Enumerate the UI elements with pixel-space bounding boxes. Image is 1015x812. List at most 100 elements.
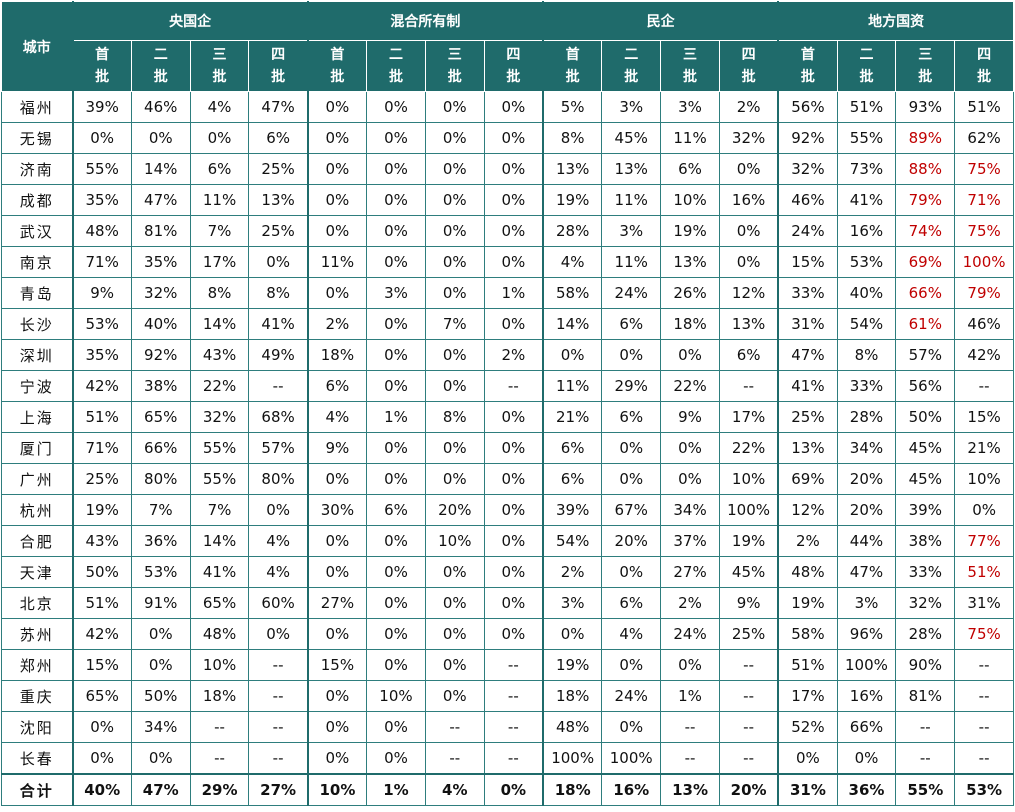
- value-cell: 0%: [248, 246, 309, 278]
- value-cell: 9%: [306, 432, 368, 464]
- value-cell: 31%: [777, 773, 838, 806]
- value-cell: 10%: [424, 525, 485, 557]
- sub-header-text: 三批: [447, 47, 462, 85]
- table-row: 济南 55% 14% 6% 25% 0% 0% 0% 0% 13% 13% 6% 0% 32% 73% 88%…: [1, 153, 1014, 185]
- value-cell: 80%: [248, 463, 309, 495]
- city-cell: 合计: [1, 773, 73, 806]
- value-cell: 0%: [424, 370, 485, 402]
- value-cell: 49%: [248, 339, 309, 371]
- value-cell: 20%: [836, 463, 897, 495]
- value-cell: 2%: [660, 587, 720, 619]
- value-cell: 0%: [306, 711, 368, 743]
- value-cell: 34%: [660, 494, 720, 526]
- table-row: 苏州 42% 0% 48% 0% 0% 0% 0% 0% 0% 4% 24% 25% 58% 96% 28% 7…: [1, 618, 1014, 650]
- value-cell: 47%: [777, 339, 838, 371]
- value-cell: 25%: [248, 215, 309, 247]
- value-cell: 0%: [483, 618, 544, 650]
- value-cell: 88%: [895, 153, 956, 185]
- value-cell: --: [189, 711, 250, 743]
- value-cell: 25%: [71, 463, 132, 495]
- value-cell: --: [954, 370, 1014, 402]
- value-cell: 0%: [306, 91, 368, 123]
- value-cell: 45%: [718, 556, 779, 588]
- value-cell: 6%: [601, 308, 662, 340]
- value-cell: 47%: [836, 556, 897, 588]
- value-cell: 71%: [71, 246, 132, 278]
- value-cell: 3%: [601, 91, 662, 123]
- value-cell: 80%: [130, 463, 191, 495]
- value-cell: 13%: [660, 773, 720, 806]
- value-cell: 0%: [130, 742, 191, 775]
- value-cell: 60%: [248, 587, 309, 619]
- value-cell: 17%: [189, 246, 250, 278]
- value-cell: 8%: [248, 277, 309, 309]
- value-cell: 4%: [248, 525, 309, 557]
- sub-header-text: 首批: [800, 47, 815, 85]
- value-cell: 8%: [542, 122, 603, 154]
- value-cell: 0%: [660, 432, 720, 464]
- value-cell: 51%: [954, 556, 1014, 588]
- value-cell: 50%: [895, 401, 956, 433]
- sub-header-text: 二批: [624, 47, 639, 85]
- sub-header: 三批: [660, 40, 720, 92]
- value-cell: 1%: [366, 401, 426, 433]
- value-cell: 16%: [718, 184, 779, 216]
- table-row: 武汉 48% 81% 7% 25% 0% 0% 0% 0% 28% 3% 19% 0% 24% 16% 74%…: [1, 215, 1014, 247]
- value-cell: --: [718, 742, 779, 775]
- value-cell: 13%: [601, 153, 662, 185]
- value-cell: 53%: [71, 308, 132, 340]
- value-cell: 7%: [189, 215, 250, 247]
- value-cell: 4%: [601, 618, 662, 650]
- city-cell: 上海: [1, 401, 73, 433]
- value-cell: --: [718, 370, 779, 402]
- subheader-row: 首批 二批 三批 四批 首批 二批 三批 四批 首批 二批 三批 四批 首批 二批 三批 四批: [2, 40, 1014, 92]
- value-cell: 77%: [954, 525, 1014, 557]
- city-header: 城市: [1, 1, 73, 92]
- value-cell: 51%: [954, 91, 1014, 123]
- value-cell: 0%: [306, 215, 368, 247]
- value-cell: 41%: [248, 308, 309, 340]
- value-cell: 15%: [777, 246, 838, 278]
- value-cell: --: [248, 649, 309, 681]
- sub-header: 首批: [71, 40, 132, 92]
- value-cell: 0%: [424, 246, 485, 278]
- value-cell: --: [660, 742, 720, 775]
- value-cell: 21%: [542, 401, 603, 433]
- value-cell: 24%: [777, 215, 838, 247]
- value-cell: 0%: [542, 618, 603, 650]
- value-cell: 38%: [130, 370, 191, 402]
- value-cell: 22%: [189, 370, 250, 402]
- value-cell: 9%: [718, 587, 779, 619]
- value-cell: 27%: [660, 556, 720, 588]
- value-cell: 18%: [306, 339, 368, 371]
- value-cell: 35%: [71, 339, 132, 371]
- value-cell: 28%: [895, 618, 956, 650]
- value-cell: 46%: [954, 308, 1014, 340]
- table-row: 深圳 35% 92% 43% 49% 18% 0% 0% 2% 0% 0% 0% 6% 47% 8% 57% 4…: [1, 339, 1014, 371]
- value-cell: 47%: [130, 184, 191, 216]
- value-cell: 52%: [777, 711, 838, 743]
- value-cell: 13%: [777, 432, 838, 464]
- value-cell: 100%: [718, 494, 779, 526]
- value-cell: 17%: [777, 680, 838, 712]
- city-cell: 南京: [1, 246, 73, 278]
- value-cell: 25%: [777, 401, 838, 433]
- value-cell: 32%: [777, 153, 838, 185]
- value-cell: --: [954, 649, 1014, 681]
- table-row: 成都 35% 47% 11% 13% 0% 0% 0% 0% 19% 11% 10% 16% 46% 41%…: [1, 184, 1014, 216]
- value-cell: 0%: [306, 742, 368, 775]
- value-cell: 4%: [306, 401, 368, 433]
- value-cell: 0%: [424, 680, 485, 712]
- group-header: 地方国资: [777, 1, 1015, 41]
- value-cell: 0%: [424, 122, 485, 154]
- value-cell: 20%: [718, 773, 779, 806]
- city-cell: 福州: [1, 91, 73, 123]
- value-cell: 7%: [130, 494, 191, 526]
- city-cell: 苏州: [1, 618, 73, 650]
- value-cell: 10%: [189, 649, 250, 681]
- value-cell: 0%: [424, 339, 485, 371]
- value-cell: 16%: [836, 215, 897, 247]
- table-row: 重庆 65% 50% 18% -- 0% 10% 0% -- 18% 24% 1% -- 17% 16% 81…: [1, 680, 1014, 712]
- value-cell: 46%: [777, 184, 838, 216]
- value-cell: 0%: [483, 308, 544, 340]
